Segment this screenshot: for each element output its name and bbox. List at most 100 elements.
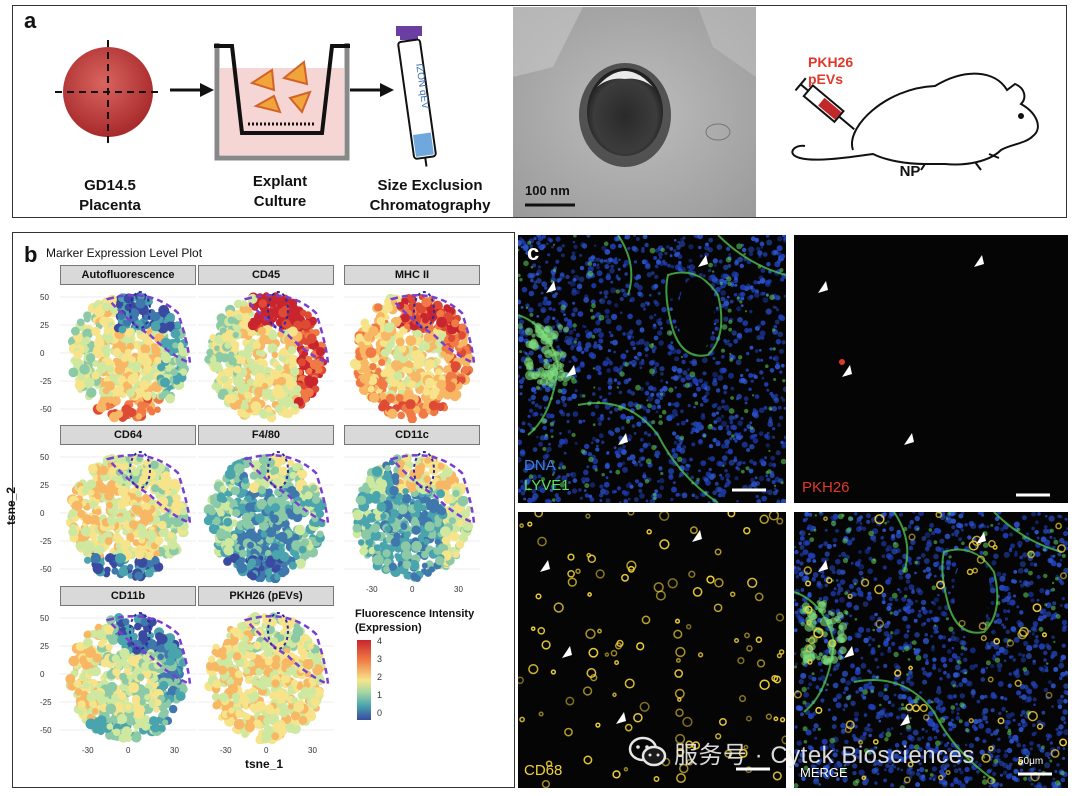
tsne-point bbox=[464, 353, 474, 364]
tsne-point bbox=[263, 716, 272, 725]
tsne-point bbox=[242, 477, 249, 484]
tsne-point bbox=[380, 513, 387, 520]
tsne-point bbox=[135, 549, 145, 560]
tsne-point bbox=[220, 375, 229, 384]
facet-strip: CD64 bbox=[60, 425, 196, 445]
tsne-point bbox=[436, 379, 447, 390]
tsne-point bbox=[241, 730, 249, 738]
tsne-point bbox=[130, 632, 138, 641]
tsne-point bbox=[214, 345, 221, 352]
tsne-point bbox=[219, 485, 227, 493]
facet-strip: CD11b bbox=[60, 586, 196, 606]
tsne-point bbox=[121, 726, 133, 738]
tsne-point bbox=[462, 520, 474, 532]
tsne-point bbox=[235, 559, 244, 568]
tsne-point bbox=[145, 529, 157, 541]
x-axis-label: tsne_1 bbox=[245, 757, 284, 771]
tsne-point bbox=[429, 392, 438, 400]
tsne-point bbox=[217, 665, 228, 675]
tsne-point bbox=[125, 626, 134, 635]
tsne-point bbox=[112, 505, 119, 512]
tsne-point bbox=[377, 479, 388, 490]
legend-tick: 2 bbox=[377, 672, 383, 682]
tsne-point bbox=[405, 399, 416, 410]
tsne-point bbox=[461, 365, 470, 375]
tsne-point bbox=[147, 639, 157, 649]
tsne-point bbox=[220, 646, 227, 654]
tsne-point bbox=[231, 533, 238, 541]
tsne-point bbox=[267, 343, 278, 354]
tsne-point bbox=[414, 330, 423, 338]
tsne-point bbox=[119, 647, 130, 659]
tsne-point bbox=[233, 365, 242, 374]
tsne-point bbox=[249, 612, 261, 623]
tsne-point bbox=[457, 496, 468, 507]
tsne-point bbox=[435, 556, 445, 566]
tsne-point bbox=[68, 655, 80, 667]
tsne-point bbox=[368, 547, 375, 555]
tsne-point bbox=[101, 344, 111, 354]
legend-tick: 4 bbox=[377, 636, 383, 646]
tsne-point bbox=[101, 302, 111, 312]
tsne-point bbox=[224, 651, 234, 661]
facet-1: CD45 bbox=[198, 265, 334, 423]
tsne-point bbox=[406, 408, 415, 417]
tsne-point bbox=[132, 539, 140, 547]
tsne-point bbox=[298, 545, 307, 554]
tsne-point bbox=[245, 522, 255, 531]
facet-plot bbox=[344, 445, 480, 583]
tsne-point bbox=[92, 653, 102, 663]
tsne-point bbox=[105, 553, 115, 563]
tsne-point bbox=[272, 722, 284, 733]
tsne-point bbox=[287, 459, 295, 467]
arrow-1 bbox=[170, 83, 214, 97]
y-tick: 0 bbox=[40, 349, 45, 358]
tsne-point bbox=[397, 382, 406, 391]
tsne-point bbox=[274, 404, 284, 413]
explant-label-line2: Culture bbox=[253, 193, 307, 210]
tsne-point bbox=[235, 313, 243, 321]
tsne-point bbox=[158, 520, 167, 530]
tsne-point bbox=[271, 370, 281, 380]
facet-7: PKH26 (pEVs) -30 0 30 bbox=[198, 586, 334, 755]
tsne-point bbox=[157, 653, 164, 661]
tsne-point bbox=[101, 321, 109, 328]
tsne-point bbox=[230, 499, 238, 507]
tsne-point bbox=[255, 701, 266, 712]
panel-b-letter: b bbox=[24, 242, 38, 267]
tsne-point bbox=[145, 469, 157, 480]
tsne-point bbox=[255, 513, 265, 524]
tsne-point bbox=[91, 708, 99, 715]
tsne-point bbox=[112, 728, 121, 737]
tsne-point bbox=[75, 541, 85, 551]
tsne-point bbox=[445, 381, 456, 393]
tsne-point bbox=[401, 493, 412, 504]
tsne-point bbox=[224, 537, 235, 548]
tsne-point bbox=[124, 734, 132, 742]
tsne-point bbox=[356, 495, 366, 505]
x-tick: 0 bbox=[264, 746, 269, 755]
tsne-point bbox=[172, 342, 179, 349]
facet-plot bbox=[198, 285, 334, 423]
tsne-point bbox=[162, 719, 169, 726]
sec-column-diagram: IZON qEV bbox=[396, 26, 437, 167]
tsne-point bbox=[136, 557, 148, 568]
y-tick: 0 bbox=[40, 509, 45, 518]
tsne-point bbox=[287, 345, 297, 355]
legend-tick: 3 bbox=[377, 654, 383, 664]
tsne-point bbox=[358, 341, 365, 348]
tsne-point bbox=[104, 490, 114, 501]
tsne-point bbox=[93, 546, 102, 555]
tsne-point bbox=[87, 463, 98, 474]
tsne-point bbox=[179, 368, 188, 376]
arrowhead-marker bbox=[566, 365, 576, 377]
gate-inner bbox=[267, 291, 289, 329]
tsne-point bbox=[261, 387, 272, 398]
tsne-point bbox=[244, 721, 255, 733]
tsne-point bbox=[157, 724, 164, 732]
tsne-point bbox=[437, 506, 447, 516]
y-tick: -50 bbox=[40, 726, 52, 735]
tsne-point bbox=[134, 622, 142, 631]
tsne-point bbox=[413, 502, 424, 513]
tsne-point bbox=[435, 338, 444, 347]
